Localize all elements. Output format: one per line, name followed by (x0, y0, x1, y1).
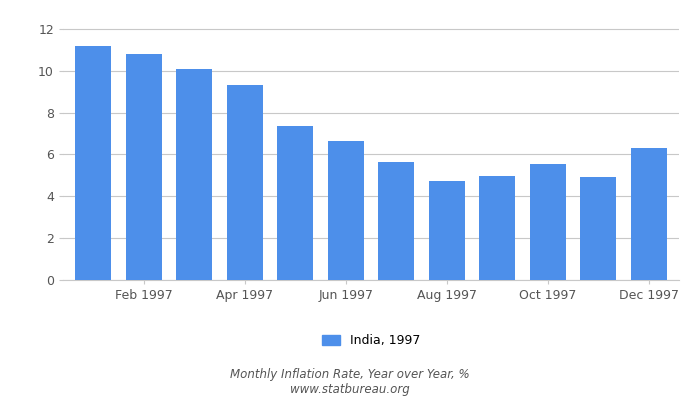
Bar (378, 162, 414, 280)
Bar (176, 68, 213, 280)
Bar (580, 177, 617, 280)
Text: www.statbureau.org: www.statbureau.org (290, 383, 410, 396)
Text: Monthly Inflation Rate, Year over Year, %: Monthly Inflation Rate, Year over Year, … (230, 368, 470, 381)
Bar (631, 148, 667, 280)
Legend: India, 1997: India, 1997 (322, 334, 420, 348)
Bar (227, 85, 263, 280)
Bar (529, 164, 566, 280)
Bar (277, 126, 314, 280)
Bar (479, 176, 515, 280)
Bar (125, 54, 162, 280)
Bar (428, 181, 465, 280)
Bar (75, 46, 111, 280)
Bar (328, 141, 364, 280)
